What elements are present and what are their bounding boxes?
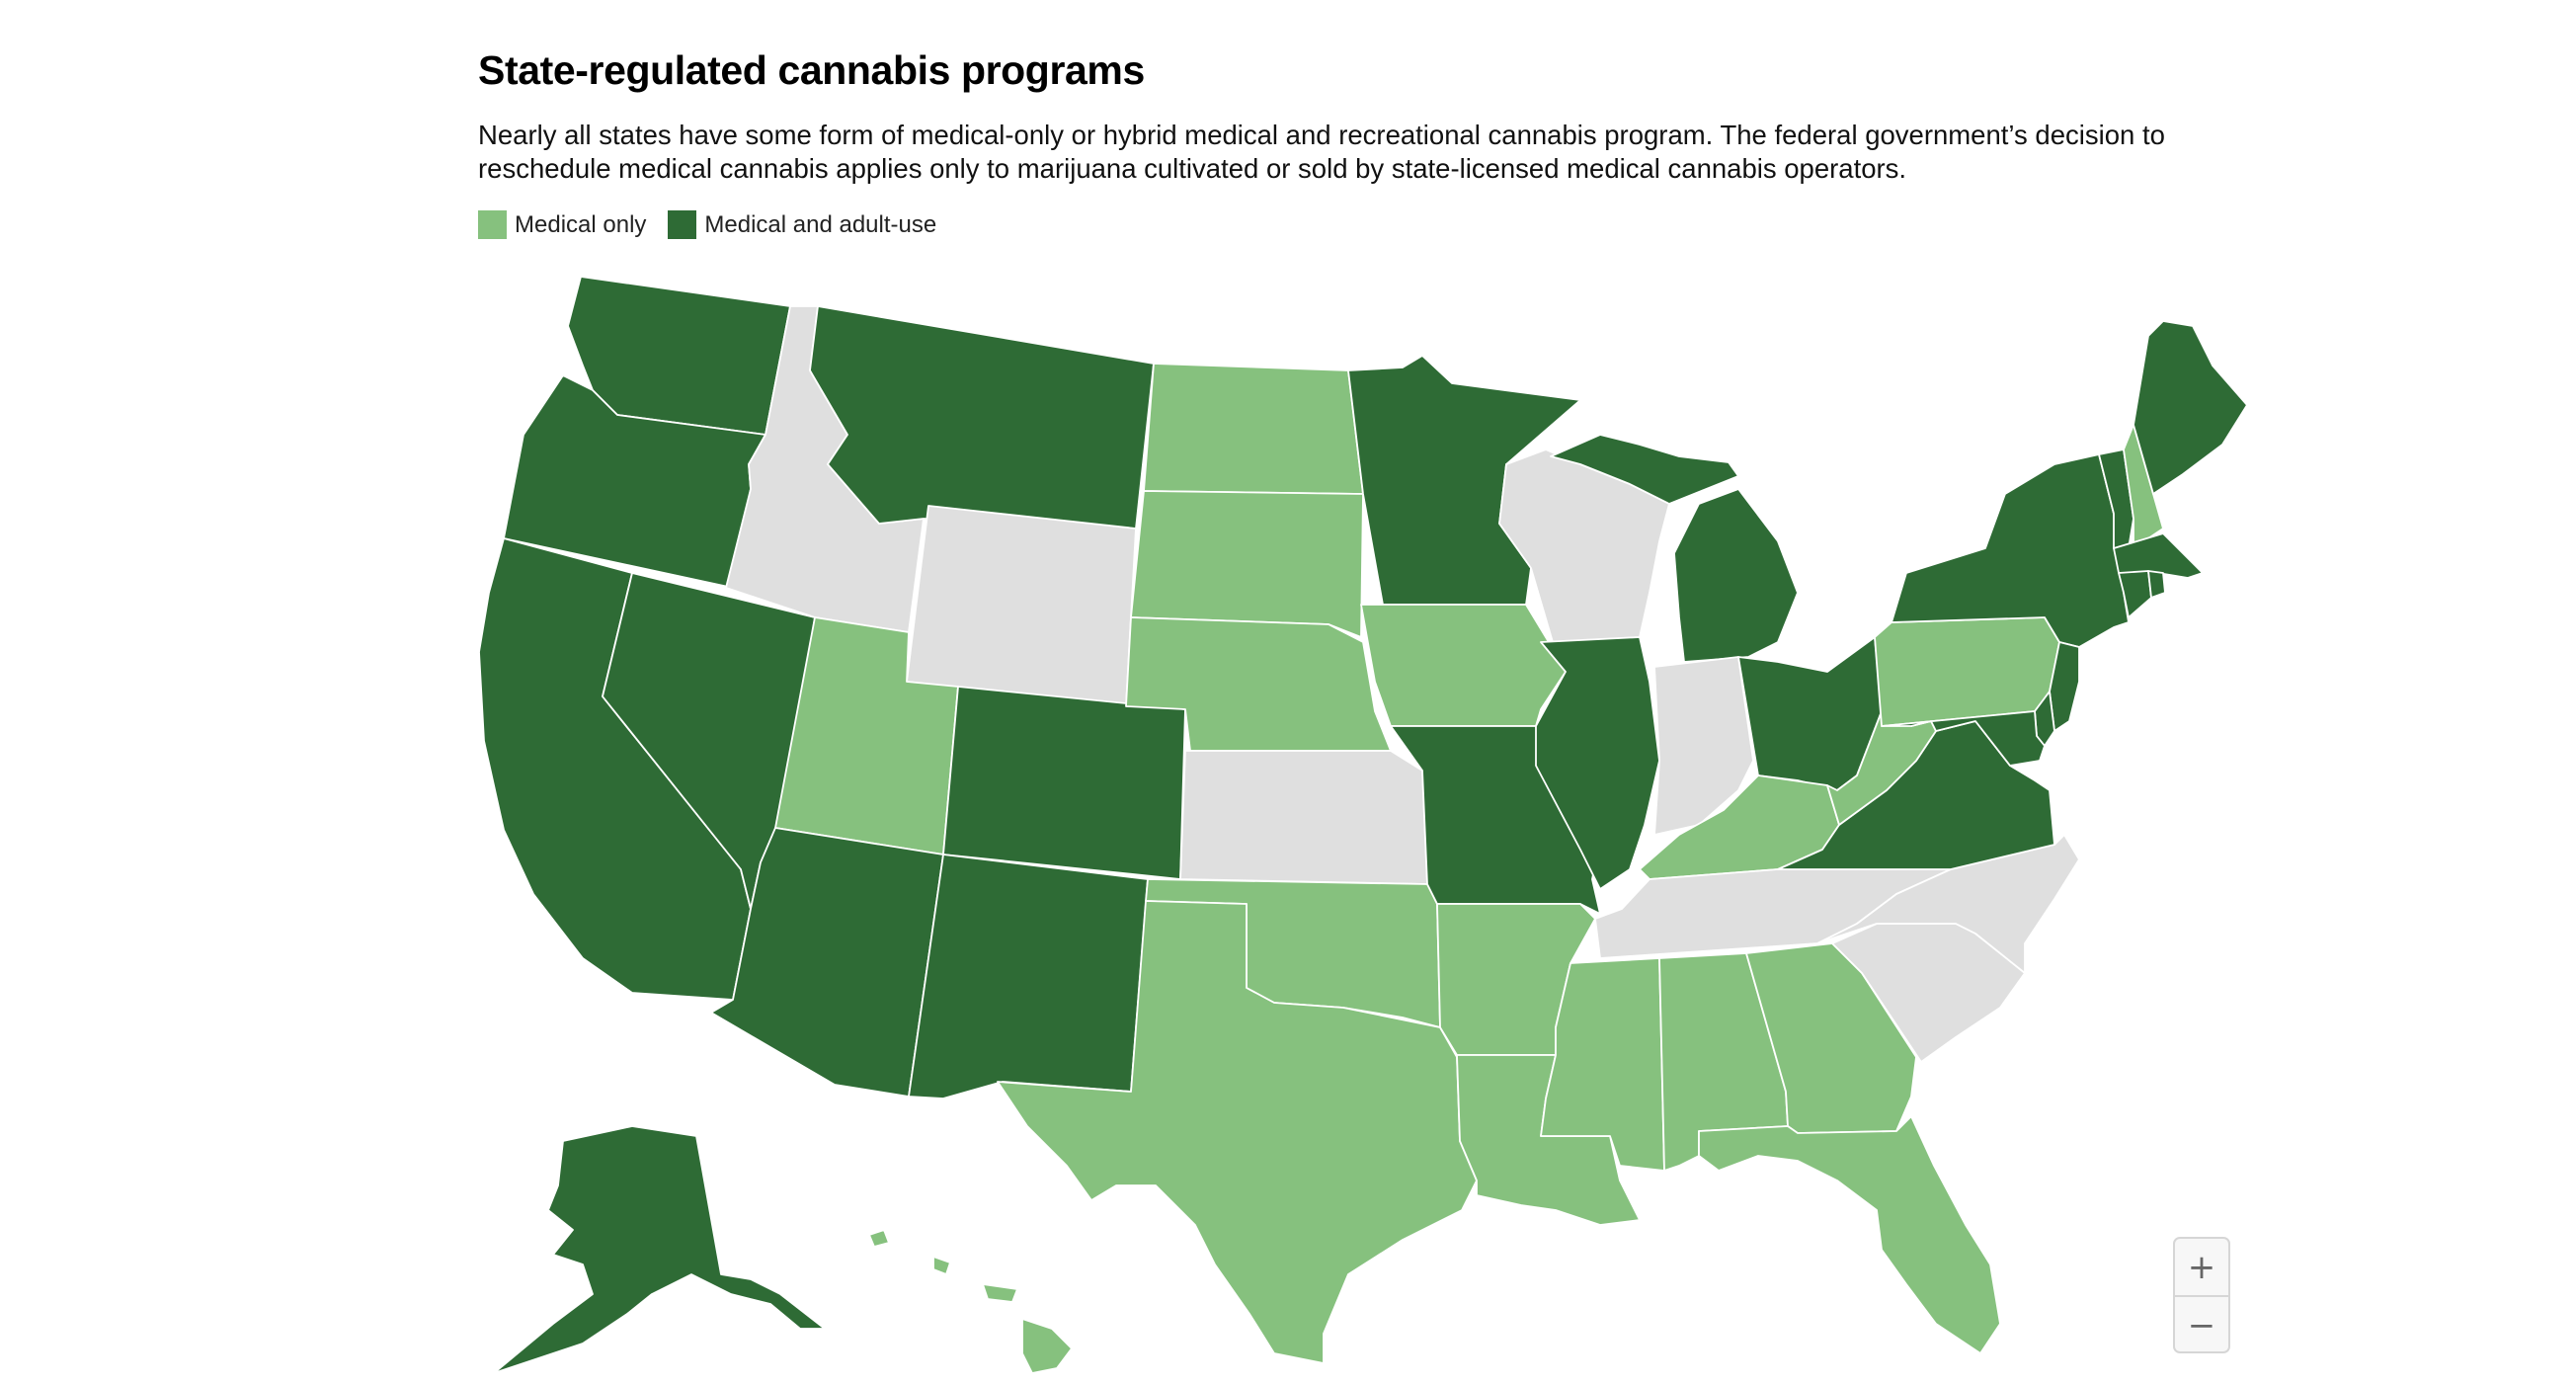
legend-swatch-medical-only: [478, 210, 507, 239]
state-michigan[interactable]: [1550, 434, 1799, 663]
zoom-controls: + −: [2173, 1237, 2230, 1353]
state-north-carolina[interactable]: [1816, 834, 2080, 974]
states-layer: [478, 276, 2248, 1374]
page-title: State-regulated cannabis programs: [478, 47, 1145, 93]
state-rhode-island[interactable]: [2147, 570, 2166, 599]
state-maryland[interactable]: [1881, 710, 2046, 767]
state-texas[interactable]: [997, 900, 1478, 1364]
legend-item-medical-and-adult-use: Medical and adult-use: [668, 210, 936, 239]
state-kansas[interactable]: [1179, 750, 1428, 885]
state-pennsylvania[interactable]: [1874, 616, 2060, 727]
page-subtitle: Nearly all states have some form of medi…: [478, 120, 2165, 184]
legend-label-medical-only: Medical only: [515, 210, 647, 238]
state-south-dakota[interactable]: [1130, 490, 1364, 638]
state-florida[interactable]: [1698, 1115, 2001, 1354]
legend-item-medical-only: Medical only: [478, 210, 646, 239]
zoom-in-button[interactable]: +: [2175, 1239, 2228, 1297]
legend: Medical only Medical and adult-use: [478, 210, 958, 239]
legend-label-medical-and-adult-use: Medical and adult-use: [704, 210, 937, 238]
state-alaska[interactable]: [493, 1125, 826, 1374]
state-new-york[interactable]: [1891, 453, 2130, 648]
state-iowa[interactable]: [1360, 604, 1567, 727]
zoom-out-button[interactable]: −: [2187, 1305, 2216, 1345]
state-illinois[interactable]: [1535, 636, 1660, 890]
state-hawaii[interactable]: [868, 1229, 1073, 1374]
legend-swatch-medical-and-adult-use: [668, 210, 697, 239]
state-new-mexico[interactable]: [908, 854, 1149, 1100]
state-colorado[interactable]: [942, 686, 1186, 880]
state-connecticut[interactable]: [2118, 570, 2152, 618]
state-wyoming[interactable]: [906, 505, 1137, 707]
state-maine[interactable]: [2133, 320, 2248, 495]
state-montana[interactable]: [809, 305, 1155, 530]
state-north-dakota[interactable]: [1143, 363, 1364, 495]
